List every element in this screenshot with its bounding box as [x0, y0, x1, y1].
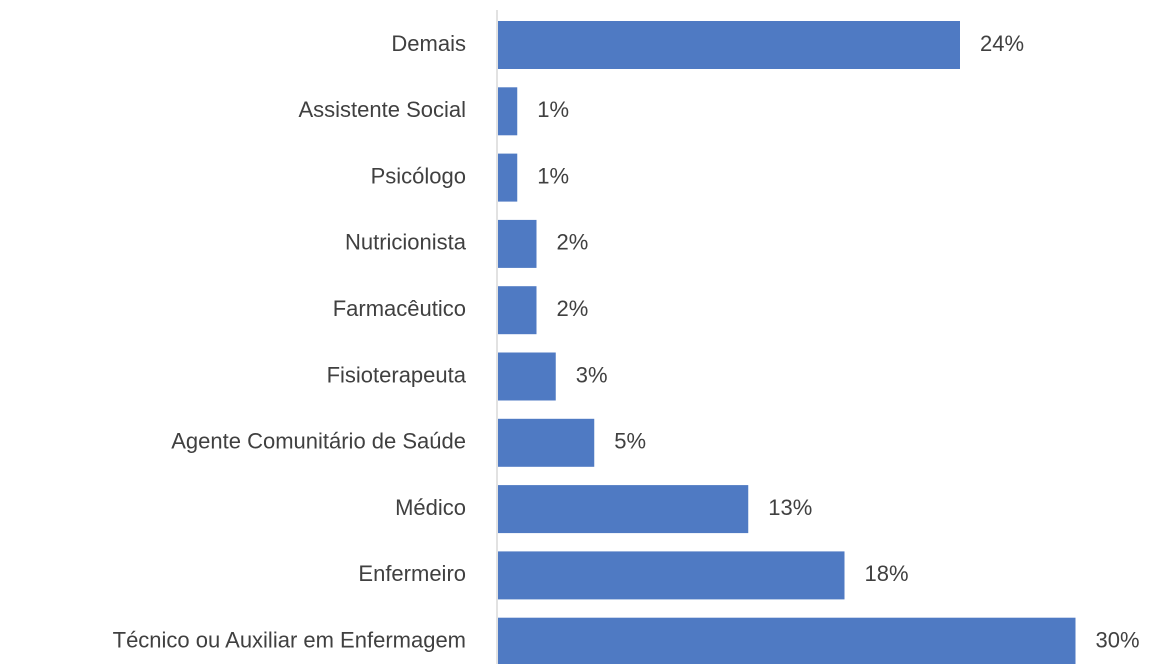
category-label: Farmacêutico [333, 296, 466, 321]
value-label: 2% [557, 296, 589, 321]
value-label: 30% [1096, 628, 1140, 653]
bar [498, 551, 845, 600]
value-label: 2% [557, 230, 589, 255]
value-label: 1% [537, 163, 569, 188]
category-label: Enfermeiro [358, 561, 466, 586]
value-label: 1% [537, 97, 569, 122]
category-label: Fisioterapeuta [327, 362, 467, 387]
bar [498, 87, 518, 136]
bar [498, 418, 595, 467]
value-label: 18% [865, 561, 909, 586]
value-label: 3% [576, 362, 608, 387]
category-label: Nutricionista [345, 230, 467, 255]
value-label: 24% [980, 31, 1024, 56]
category-label: Médico [395, 495, 466, 520]
bar [498, 617, 1076, 664]
category-label: Agente Comunitário de Saúde [171, 429, 466, 454]
category-label: Assistente Social [298, 97, 466, 122]
category-label: Técnico ou Auxiliar em Enfermagem [113, 628, 466, 653]
bar [498, 352, 556, 401]
value-label: 13% [768, 495, 812, 520]
category-label: Psicólogo [371, 163, 466, 188]
bar [498, 219, 537, 268]
bar [498, 485, 749, 534]
bar [498, 153, 518, 202]
category-label: Demais [391, 31, 466, 56]
value-label: 5% [614, 429, 646, 454]
bar [498, 21, 960, 69]
bar [498, 286, 537, 335]
